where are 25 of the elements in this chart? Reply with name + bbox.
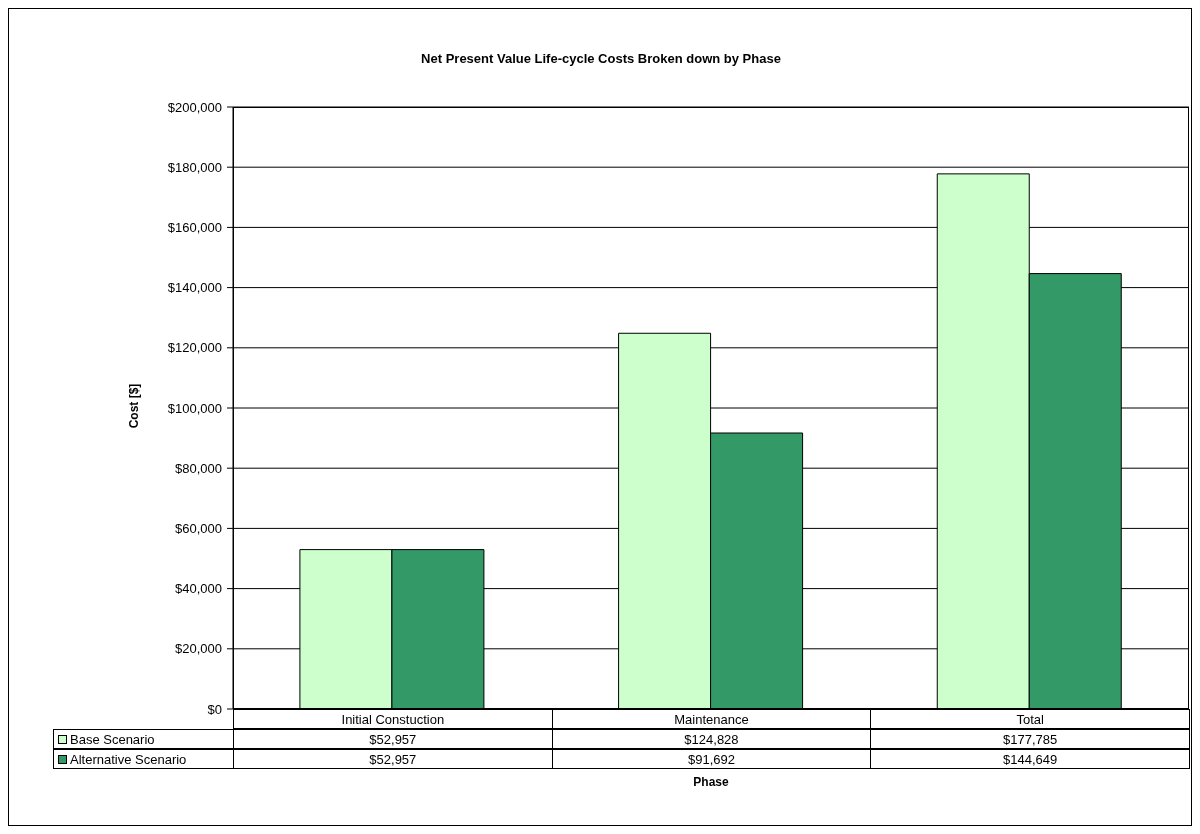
- data-label: $144,649: [870, 749, 1190, 769]
- x-axis-title: Phase: [692, 775, 730, 789]
- chart-title: Net Present Value Life-cycle Costs Broken down by Phase: [420, 51, 782, 66]
- x-tick-label: Maintenance: [551, 709, 872, 729]
- y-tick-label: $100,000: [167, 400, 222, 416]
- y-tick-label: $120,000: [167, 340, 222, 356]
- y-tick-label: $180,000: [167, 159, 222, 175]
- y-tick-label: $0: [207, 701, 222, 717]
- y-tick-label: $80,000: [175, 460, 222, 476]
- x-tick-label: Total: [870, 709, 1190, 729]
- data-label: $124,828: [551, 729, 872, 749]
- y-axis-title: Cost [$]: [127, 382, 141, 431]
- data-label: $91,692: [551, 749, 872, 769]
- y-tick-label: $20,000: [175, 641, 222, 657]
- y-tick-label: $140,000: [167, 280, 222, 296]
- data-label: $52,957: [233, 749, 553, 769]
- data-label: $177,785: [870, 729, 1190, 749]
- x-tick-label: Initial Constuction: [233, 709, 553, 729]
- data-label: $52,957: [233, 729, 553, 749]
- y-tick-label: $200,000: [167, 99, 222, 115]
- y-tick-label: $160,000: [167, 220, 222, 236]
- legend-label: Base Scenario: [53, 729, 234, 749]
- legend-label: Alternative Scenario: [53, 749, 234, 769]
- y-tick-label: $60,000: [175, 521, 222, 537]
- y-tick-label: $40,000: [175, 581, 222, 597]
